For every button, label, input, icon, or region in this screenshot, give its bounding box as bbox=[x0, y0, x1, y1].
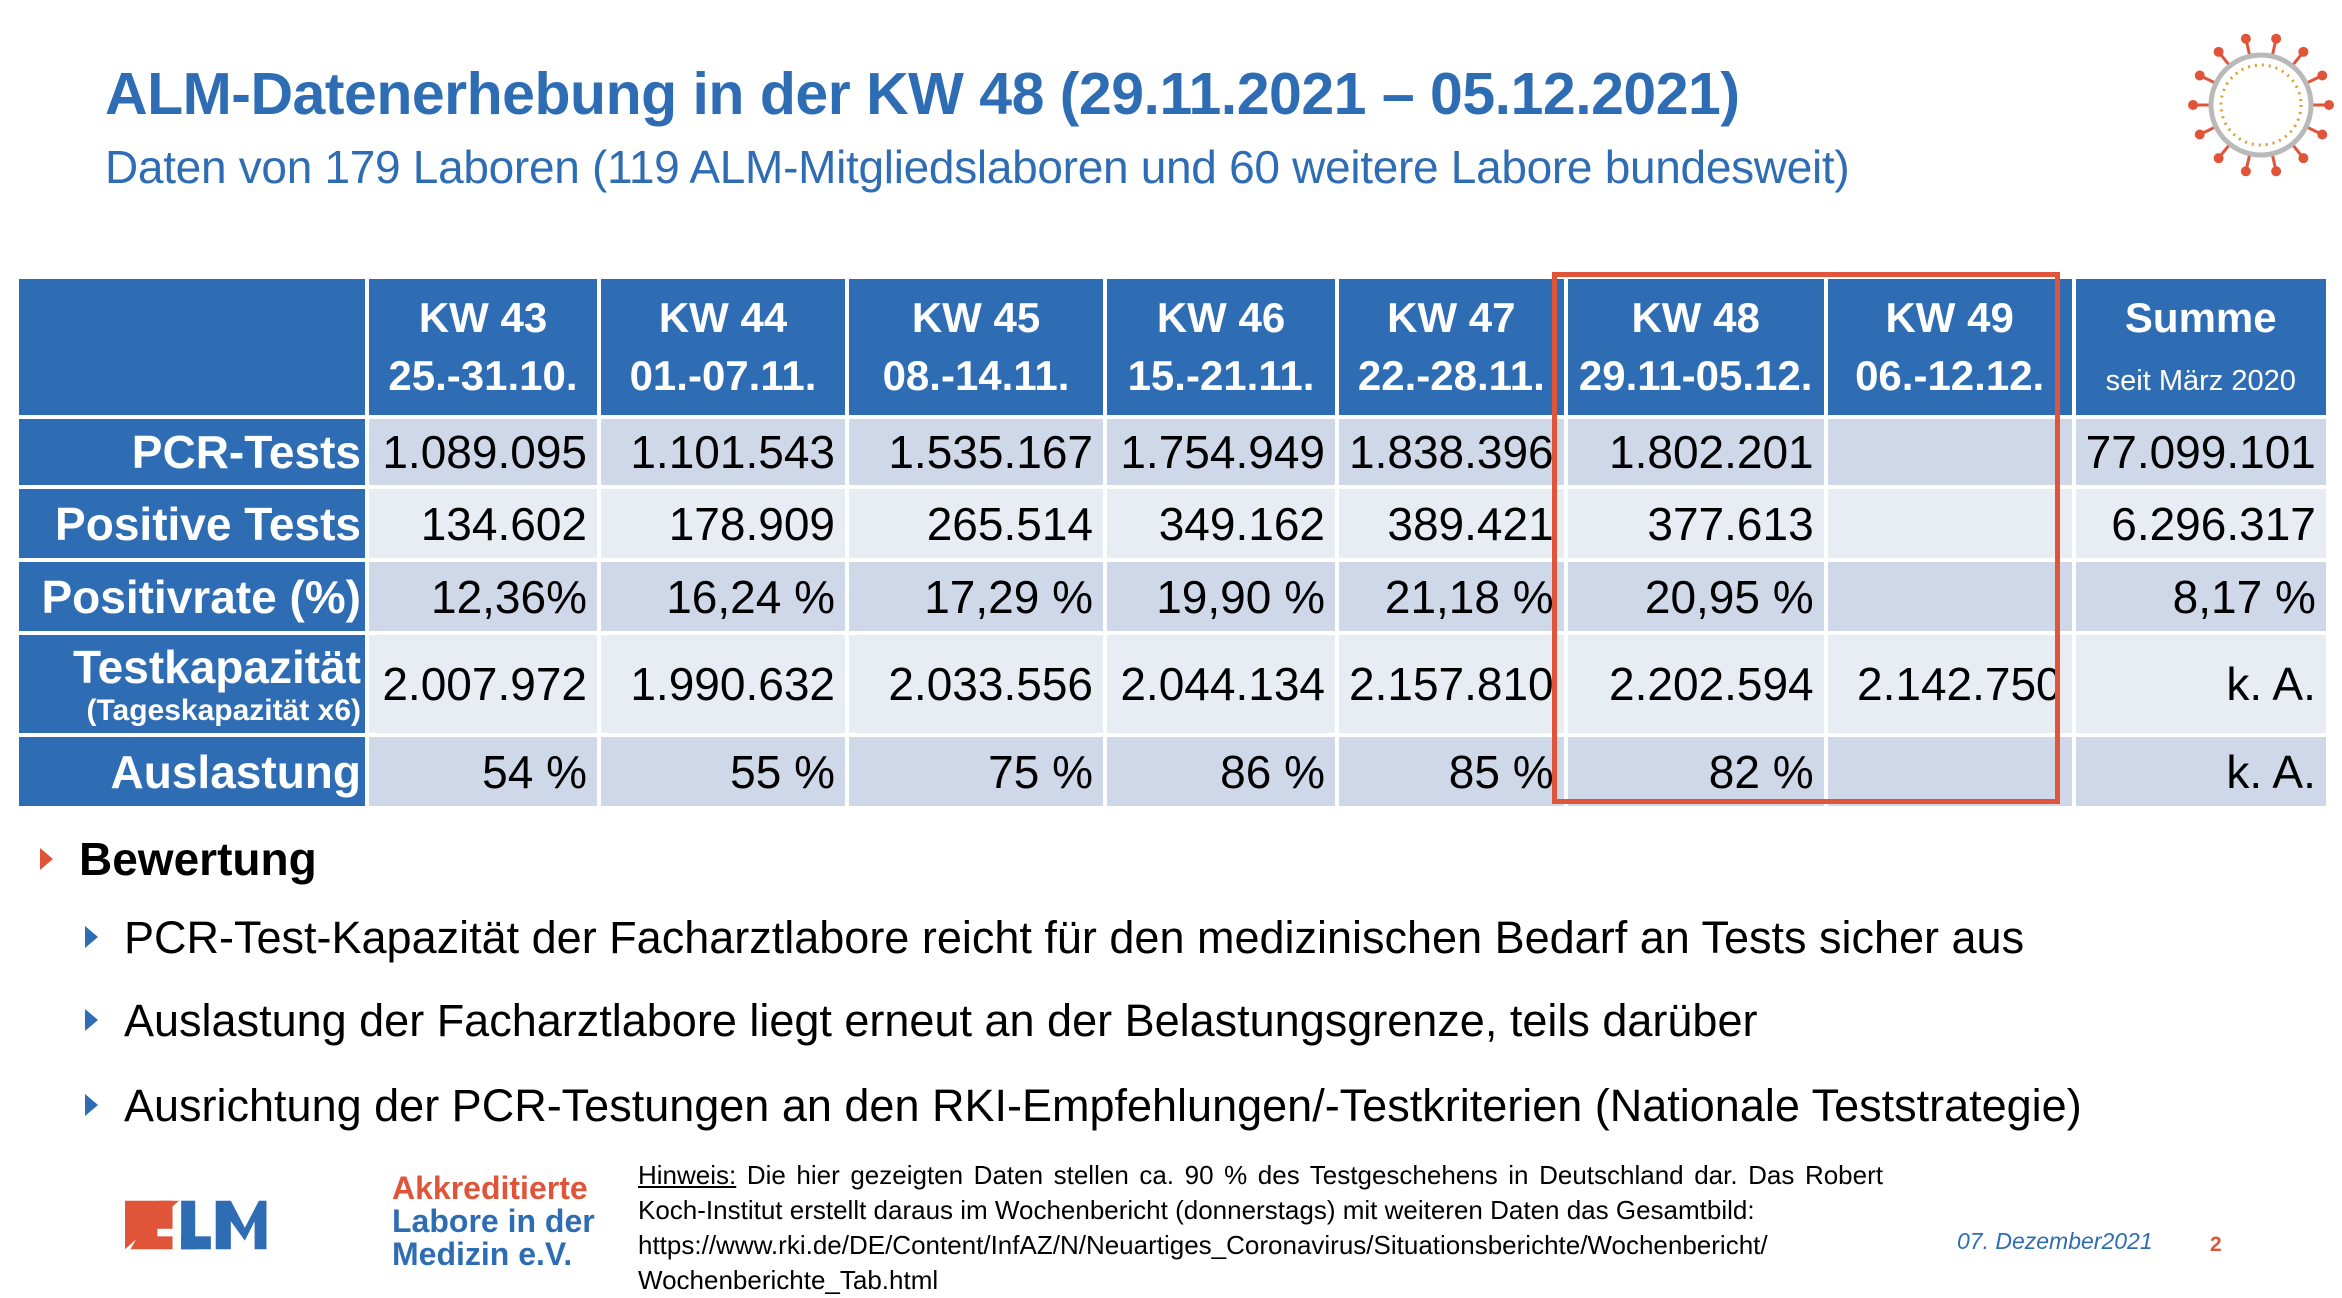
header-kw-48: KW 48 29.11-05.12. bbox=[1563, 275, 1828, 419]
row-label: Auslastung bbox=[15, 733, 369, 810]
table-cell: 1.990.632 bbox=[597, 631, 849, 737]
table-cell: 2.007.972 bbox=[365, 631, 601, 737]
table-cell: 2.033.556 bbox=[845, 631, 1107, 737]
header-kw-43: KW 43 25.-31.10. bbox=[365, 275, 601, 419]
triangle-bullet-icon bbox=[85, 926, 98, 949]
hint-url: https://www.rki.de/DE/Content/InfAZ/N/Ne… bbox=[638, 1230, 1768, 1260]
hint-label: Hinweis: bbox=[638, 1160, 737, 1190]
logo-tagline: Akkreditierte Labore in der Medizin e.V. bbox=[392, 1170, 595, 1272]
table-cell bbox=[1823, 415, 2076, 489]
table-header-row: KW 43 25.-31.10. KW 44 01.-07.11. KW 45 08.… bbox=[15, 275, 2330, 419]
virus-icon bbox=[2188, 33, 2334, 177]
table-cell: 2.044.134 bbox=[1103, 631, 1339, 737]
table-cell-sum: k. A. bbox=[2071, 631, 2330, 737]
assessment-point-3: Ausrichtung der PCR-Testungen an den RKI… bbox=[85, 1080, 2082, 1132]
table-cell: 1.089.095 bbox=[365, 415, 601, 489]
header-kw-44: KW 44 01.-07.11. bbox=[597, 275, 849, 419]
table-cell: 1.101.543 bbox=[597, 415, 849, 489]
table-cell-sum: k. A. bbox=[2071, 733, 2330, 810]
header-kw-49: KW 49 06.-12.12. bbox=[1823, 275, 2076, 419]
table-cell: 389.421 bbox=[1335, 485, 1568, 562]
table-cell: 16,24 % bbox=[597, 558, 849, 635]
assessment-point-2: Auslastung der Facharztlabore liegt erne… bbox=[85, 995, 1757, 1047]
table-cell: 21,18 % bbox=[1335, 558, 1568, 635]
header-kw-47: KW 47 22.-28.11. bbox=[1335, 275, 1568, 419]
header-kw-45: KW 45 08.-14.11. bbox=[845, 275, 1107, 419]
table-cell: 20,95 % bbox=[1563, 558, 1828, 635]
row-sublabel: (Tageskapazität x6) bbox=[86, 694, 361, 727]
table-cell: 17,29 % bbox=[845, 558, 1107, 635]
triangle-bullet-icon bbox=[40, 847, 53, 870]
table-cell: 1.802.201 bbox=[1563, 415, 1828, 489]
row-label: Testkapazität (Tageskapazität x6) bbox=[15, 631, 369, 737]
row-label: Positive Tests bbox=[15, 485, 369, 562]
table-cell: 134.602 bbox=[365, 485, 601, 562]
table-cell: 2.142.750 bbox=[1823, 631, 2076, 737]
triangle-bullet-icon bbox=[85, 1094, 98, 1117]
row-label: PCR-Tests bbox=[15, 415, 369, 489]
triangle-bullet-icon bbox=[85, 1009, 98, 1032]
table-cell: 1.535.167 bbox=[845, 415, 1107, 489]
row-label: Positivrate (%) bbox=[15, 558, 369, 635]
data-table: KW 43 25.-31.10. KW 44 01.-07.11. KW 45 08.… bbox=[15, 275, 2330, 810]
table-cell: 55 % bbox=[597, 733, 849, 810]
page-title: ALM-Datenerhebung in der KW 48 (29.11.20… bbox=[105, 61, 1740, 127]
assessment-heading: Bewertung bbox=[40, 832, 317, 886]
table-cell: 82 % bbox=[1563, 733, 1828, 810]
table-cell: 2.157.810 bbox=[1335, 631, 1568, 737]
table-cell: 54 % bbox=[365, 733, 601, 810]
table-cell-sum: 77.099.101 bbox=[2071, 415, 2330, 489]
table-cell-sum: 6.296.317 bbox=[2071, 485, 2330, 562]
table-cell: 1.838.396 bbox=[1335, 415, 1568, 489]
table-cell bbox=[1823, 558, 2076, 635]
table-row-testkapazitaet: Testkapazität (Tageskapazität x6) 2.007.9… bbox=[15, 631, 2330, 737]
header-corner bbox=[15, 275, 369, 419]
table-cell: 12,36% bbox=[365, 558, 601, 635]
table-cell: 377.613 bbox=[1563, 485, 1828, 562]
table-cell: 85 % bbox=[1335, 733, 1568, 810]
table-cell bbox=[1823, 485, 2076, 562]
table-cell-sum: 8,17 % bbox=[2071, 558, 2330, 635]
table-cell: 19,90 % bbox=[1103, 558, 1339, 635]
table-cell: 178.909 bbox=[597, 485, 849, 562]
page-number: 2 bbox=[2210, 1233, 2222, 1256]
hint-url-cont: Wochenberichte_Tab.html bbox=[638, 1265, 939, 1295]
assessment-point-1: PCR-Test-Kapazität der Facharztlabore re… bbox=[85, 912, 2024, 964]
table-row-pcr-tests: PCR-Tests 1.089.095 1.101.543 1.535.167 … bbox=[15, 415, 2330, 489]
page-subtitle: Daten von 179 Laboren (119 ALM-Mitglieds… bbox=[105, 141, 1850, 193]
header-kw-46: KW 46 15.-21.11. bbox=[1103, 275, 1339, 419]
table-cell: 349.162 bbox=[1103, 485, 1339, 562]
table-cell bbox=[1823, 733, 2076, 810]
alm-logo bbox=[125, 1200, 267, 1250]
table-row-auslastung: Auslastung 54 % 55 % 75 % 86 % 85 % 82 %… bbox=[15, 733, 2330, 810]
table-cell: 2.202.594 bbox=[1563, 631, 1828, 737]
table-row-positive-tests: Positive Tests 134.602 178.909 265.514 3… bbox=[15, 485, 2330, 562]
table-cell: 265.514 bbox=[845, 485, 1107, 562]
hint-text: Hinweis: Die hier gezeigten Daten stelle… bbox=[638, 1160, 1883, 1295]
footer-date: 07. Dezember2021 bbox=[1957, 1228, 2153, 1254]
table-cell: 1.754.949 bbox=[1103, 415, 1339, 489]
table-row-positivrate: Positivrate (%) 12,36% 16,24 % 17,29 % 1… bbox=[15, 558, 2330, 635]
table-cell: 86 % bbox=[1103, 733, 1339, 810]
header-sum: Summe seit März 2020 bbox=[2071, 275, 2330, 419]
table-cell: 75 % bbox=[845, 733, 1107, 810]
